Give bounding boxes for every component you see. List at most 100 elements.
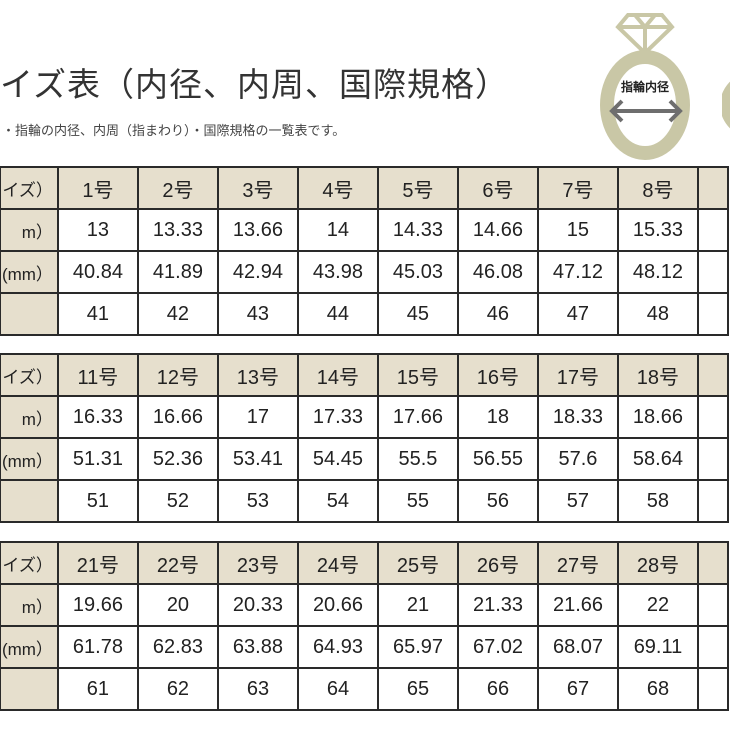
- table-cell: 1号: [56, 166, 139, 210]
- table-cell: 63.88: [216, 625, 299, 669]
- table-cell: 58: [616, 479, 699, 523]
- table-cell: 14号: [296, 353, 379, 397]
- table-cell-partial: [696, 208, 730, 252]
- row-label: m）: [0, 583, 59, 627]
- table-cell-partial: [696, 395, 730, 439]
- table-cell: 56.55: [456, 437, 539, 481]
- ring-size-table: イズ） 11号 12号 13号 14号 15号 16号 17号 18号 m） 16.33 16.66 1…: [0, 353, 730, 523]
- table-cell: 5号: [376, 166, 459, 210]
- table-cell: 57.6: [536, 437, 619, 481]
- row-label: (mm）: [0, 437, 59, 481]
- circumference-row: (mm） 40.84 41.89 42.94 43.98 45.03 46.08 47.12 4…: [0, 250, 730, 294]
- table-cell: 46: [456, 292, 539, 336]
- table-cell: 47.12: [536, 250, 619, 294]
- table-cell: 65.97: [376, 625, 460, 669]
- table-cell-partial: [696, 583, 730, 627]
- table-cell: 20.33: [216, 583, 299, 627]
- table-cell: 18.33: [536, 395, 619, 439]
- row-label: イズ）: [0, 166, 59, 210]
- table-cell: 21.66: [537, 583, 620, 627]
- table-cell: 68.07: [537, 625, 620, 669]
- page-subtitle: ・指輪の内径、内周（指まわり）・国際規格の一覧表です。: [2, 124, 346, 139]
- table-cell: 64: [296, 667, 379, 711]
- row-label: (mm）: [0, 250, 59, 294]
- table-cell: 52.36: [136, 437, 219, 481]
- table-cell: 45: [376, 292, 459, 336]
- table-cell: 6号: [456, 166, 539, 210]
- table-cell: 55.5: [376, 437, 459, 481]
- table-cell: 52: [136, 479, 219, 523]
- table-cell: 21: [376, 583, 460, 627]
- row-label: イズ）: [0, 541, 59, 585]
- table-cell: 15号: [376, 353, 459, 397]
- table-cell: 19.66: [56, 583, 139, 627]
- ring-size-table: イズ） 1号 2号 3号 4号 5号 6号 7号 8号 m） 13 13.33 13.66 14 14.33…: [0, 166, 730, 336]
- diameter-row: m） 16.33 16.66 17 17.33 17.66 18 18.33 18.66: [0, 395, 730, 439]
- table-cell: 14.66: [456, 208, 539, 252]
- table-cell: 47: [536, 292, 619, 336]
- international-size-row: 51 52 53 54 55 56 57 58: [0, 479, 730, 523]
- table-cell: 7号: [536, 166, 619, 210]
- table-cell: 51: [56, 479, 139, 523]
- circumference-row: (mm） 61.78 62.83 63.88 64.93 65.97 67.02 68.07 6…: [0, 625, 730, 669]
- table-cell: 18.66: [616, 395, 699, 439]
- table-cell: 44: [296, 292, 379, 336]
- table-cell: 18: [456, 395, 539, 439]
- table-cell: 17.66: [376, 395, 459, 439]
- table-cell: 14.33: [376, 208, 459, 252]
- international-size-row: 41 42 43 44 45 46 47 48: [0, 292, 730, 336]
- table-cell: 3号: [216, 166, 299, 210]
- table-cell-partial: [696, 625, 730, 669]
- table-cell: 13.66: [216, 208, 299, 252]
- row-label: m）: [0, 395, 59, 439]
- table-cell: 53.41: [216, 437, 299, 481]
- table-cell-partial: [696, 541, 730, 585]
- table-cell: 13: [56, 208, 139, 252]
- table-cell: 4号: [296, 166, 379, 210]
- table-cell-partial: [696, 437, 730, 481]
- table-cell: 12号: [136, 353, 219, 397]
- table-cell: 23号: [216, 541, 299, 585]
- ring-label: 指輪内径: [621, 79, 669, 94]
- table-cell: 20.66: [296, 583, 379, 627]
- table-cell: 46.08: [456, 250, 539, 294]
- circumference-row: (mm） 51.31 52.36 53.41 54.45 55.5 56.55 57.6 58.…: [0, 437, 730, 481]
- table-cell: 42.94: [216, 250, 299, 294]
- table-cell-partial: [696, 166, 730, 210]
- diameter-row: m） 19.66 20 20.33 20.66 21 21.33 21.66 22: [0, 583, 730, 627]
- table-cell: 62: [136, 667, 219, 711]
- table-cell: 58.64: [616, 437, 699, 481]
- row-label: [0, 292, 59, 336]
- table-cell: 14: [296, 208, 379, 252]
- table-cell: 16.33: [56, 395, 139, 439]
- row-label: [0, 479, 59, 523]
- double-arrow-icon: [609, 99, 683, 123]
- table-cell: 61: [56, 667, 139, 711]
- table-cell: 22: [617, 583, 699, 627]
- table-cell: 51.31: [56, 437, 139, 481]
- table-cell: 48: [616, 292, 699, 336]
- table-cell: 17号: [536, 353, 619, 397]
- table-cell: 41.89: [136, 250, 219, 294]
- row-label: イズ）: [0, 353, 59, 397]
- table-cell: 69.11: [617, 625, 699, 669]
- table-cell: 64.93: [296, 625, 379, 669]
- table-cell: 13.33: [136, 208, 219, 252]
- table-cell: 62.83: [136, 625, 219, 669]
- table-cell: 27号: [537, 541, 620, 585]
- table-cell: 16号: [456, 353, 539, 397]
- diamond-icon: [615, 13, 675, 56]
- table-cell: 65: [376, 667, 460, 711]
- table-cell: 18号: [616, 353, 699, 397]
- table-cell-partial: [696, 292, 730, 336]
- table-cell: 28号: [617, 541, 699, 585]
- table-cell: 68: [617, 667, 699, 711]
- size-row: イズ） 11号 12号 13号 14号 15号 16号 17号 18号: [0, 353, 730, 397]
- table-cell: 21号: [56, 541, 139, 585]
- table-cell: 45.03: [376, 250, 459, 294]
- table-cell: 21.33: [456, 583, 540, 627]
- table-cell: 25号: [376, 541, 460, 585]
- ring-size-table: イズ） 21号 22号 23号 24号 25号 26号 27号 28号 m） 19.66 20 20.3…: [0, 541, 730, 711]
- table-cell: 13号: [216, 353, 299, 397]
- table-cell: 20: [136, 583, 219, 627]
